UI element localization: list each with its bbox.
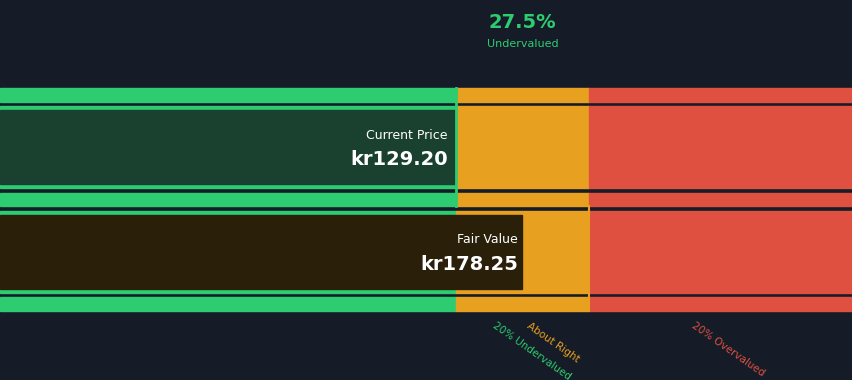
Bar bbox=[456, 211, 588, 293]
Bar bbox=[588, 88, 852, 101]
Bar bbox=[588, 298, 852, 311]
Bar bbox=[0, 215, 521, 289]
Text: kr129.20: kr129.20 bbox=[350, 150, 447, 169]
Text: kr178.25: kr178.25 bbox=[420, 255, 518, 274]
Text: Fair Value: Fair Value bbox=[457, 233, 518, 246]
Text: About Right: About Right bbox=[525, 320, 581, 364]
Bar bbox=[0, 211, 456, 293]
Bar bbox=[0, 88, 456, 101]
Bar bbox=[588, 211, 852, 293]
Bar bbox=[588, 106, 852, 188]
Text: 20% Undervalued: 20% Undervalued bbox=[491, 320, 573, 380]
Bar bbox=[0, 110, 456, 184]
Text: 27.5%: 27.5% bbox=[488, 13, 556, 32]
Bar bbox=[456, 88, 588, 101]
Bar bbox=[588, 193, 852, 206]
Text: 20% Overvalued: 20% Overvalued bbox=[688, 320, 765, 378]
Bar bbox=[0, 193, 456, 206]
Bar bbox=[0, 106, 456, 188]
Text: Undervalued: Undervalued bbox=[486, 40, 557, 49]
Bar bbox=[456, 298, 588, 311]
Text: Current Price: Current Price bbox=[366, 128, 447, 141]
Bar bbox=[456, 193, 588, 206]
Bar bbox=[456, 106, 588, 188]
Bar bbox=[0, 298, 456, 311]
